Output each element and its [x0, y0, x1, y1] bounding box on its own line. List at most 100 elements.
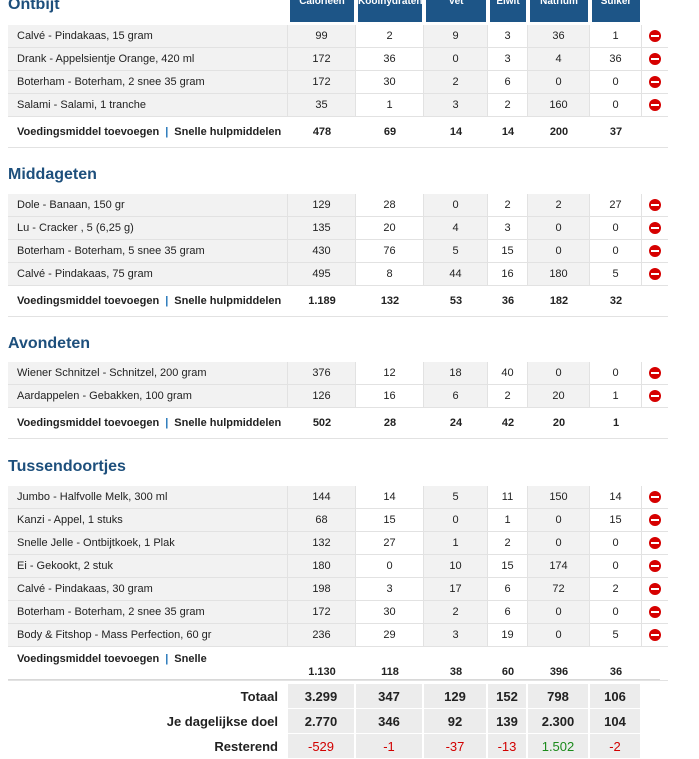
remove-circle-icon[interactable]	[649, 53, 661, 66]
remove-circle-icon[interactable]	[649, 30, 661, 43]
nutrient-value: 0	[528, 217, 590, 240]
delete-entry-button[interactable]	[642, 48, 668, 71]
section-total: 24	[424, 408, 488, 439]
empty-cell	[642, 709, 668, 734]
remove-circle-icon[interactable]	[649, 514, 661, 527]
nutrient-value: 2	[424, 601, 488, 624]
food-name[interactable]: Boterham - Boterham, 5 snee 35 gram	[8, 240, 288, 263]
food-name[interactable]: Calvé - Pindakaas, 30 gram	[8, 578, 288, 601]
quick-tools-link[interactable]: Snelle hulpmiddelen	[174, 295, 282, 307]
delete-entry-button[interactable]	[642, 624, 668, 647]
food-name[interactable]: Ei - Gekookt, 2 stuk	[8, 555, 288, 578]
food-name[interactable]: Wiener Schnitzel - Schnitzel, 200 gram	[8, 362, 288, 385]
remove-circle-icon[interactable]	[649, 629, 661, 642]
quick-tools-link[interactable]: Snelle hulpmiddelen	[174, 126, 282, 138]
add-food-link[interactable]: Voedingsmiddel toevoegen	[17, 126, 160, 138]
delete-entry-button[interactable]	[642, 578, 668, 601]
remove-circle-icon[interactable]	[649, 367, 661, 380]
delete-entry-button[interactable]	[642, 601, 668, 624]
add-food-link[interactable]: Voedingsmiddel toevoegen	[17, 417, 160, 429]
food-name[interactable]: Calvé - Pindakaas, 75 gram	[8, 263, 288, 286]
link-separator: |	[165, 653, 169, 665]
food-name[interactable]: Snelle Jelle - Ontbijtkoek, 1 Plak	[8, 532, 288, 555]
remove-circle-icon[interactable]	[649, 583, 661, 596]
nutrient-value: 0	[590, 217, 642, 240]
delete-entry-button[interactable]	[642, 240, 668, 263]
nutrient-value: 2	[488, 532, 528, 555]
food-name[interactable]: Boterham - Boterham, 2 snee 35 gram	[8, 71, 288, 94]
delete-entry-button[interactable]	[642, 362, 668, 385]
table-row: Boterham - Boterham, 2 snee 35 gram 172 30…	[8, 601, 668, 624]
nutrient-value: 36	[356, 48, 424, 71]
delete-entry-button[interactable]	[642, 532, 668, 555]
delete-entry-button[interactable]	[642, 509, 668, 532]
remove-circle-icon[interactable]	[649, 537, 661, 550]
nutrient-value: 172	[288, 71, 356, 94]
nutrient-value: 5	[590, 624, 642, 647]
delete-entry-button[interactable]	[642, 194, 668, 217]
food-name[interactable]: Salami - Salami, 1 tranche	[8, 94, 288, 117]
table-row: Snelle Jelle - Ontbijtkoek, 1 Plak 132 27 1…	[8, 532, 668, 555]
remove-circle-icon[interactable]	[649, 199, 661, 212]
food-name[interactable]: Boterham - Boterham, 2 snee 35 gram	[8, 601, 288, 624]
nutrient-value: 2	[488, 94, 528, 117]
remove-circle-icon[interactable]	[649, 390, 661, 403]
remove-circle-icon[interactable]	[649, 76, 661, 89]
add-food-link[interactable]: Voedingsmiddel toevoegen	[17, 653, 160, 665]
nutrient-value: 376	[288, 362, 356, 385]
nutrient-value: 76	[356, 240, 424, 263]
food-name[interactable]: Calvé - Pindakaas, 15 gram	[8, 25, 288, 48]
summary-value: 104	[590, 709, 642, 734]
remove-circle-icon[interactable]	[649, 606, 661, 619]
table-row: Boterham - Boterham, 2 snee 35 gram 172 30…	[8, 71, 668, 94]
empty-cell	[642, 647, 668, 681]
empty-cell	[642, 734, 668, 759]
delete-entry-button[interactable]	[642, 385, 668, 408]
food-name[interactable]: Aardappelen - Gebakken, 100 gram	[8, 385, 288, 408]
food-name[interactable]: Kanzi - Appel, 1 stuks	[8, 509, 288, 532]
food-name[interactable]: Dole - Banaan, 150 gr	[8, 194, 288, 217]
delete-entry-button[interactable]	[642, 71, 668, 94]
table-row: Aardappelen - Gebakken, 100 gram 126 16 6 2 2…	[8, 385, 668, 408]
nutrient-value: 129	[288, 194, 356, 217]
section-total: 38	[424, 647, 488, 681]
remove-circle-icon[interactable]	[649, 560, 661, 573]
empty-cell	[642, 286, 668, 317]
summary-value: 92	[424, 709, 488, 734]
remove-circle-icon[interactable]	[649, 268, 661, 281]
delete-entry-button[interactable]	[642, 263, 668, 286]
delete-entry-button[interactable]	[642, 25, 668, 48]
quick-tools-link[interactable]: Snelle	[174, 653, 207, 665]
column-header-4: Eiwit	[490, 0, 526, 22]
remove-circle-icon[interactable]	[649, 222, 661, 235]
summary-goal-row: Je dagelijkse doel 2.770 346 92 139 2.300 104	[8, 709, 668, 734]
food-name[interactable]: Lu - Cracker , 5 (6,25 g)	[8, 217, 288, 240]
delete-entry-button[interactable]	[642, 555, 668, 578]
nutrient-value: 44	[424, 263, 488, 286]
table-row: Lu - Cracker , 5 (6,25 g) 135 20 4 3 0 0	[8, 217, 668, 240]
nutrient-value: 36	[528, 25, 590, 48]
food-name[interactable]: Jumbo - Halfvolle Melk, 300 ml	[8, 486, 288, 509]
section-total: 182	[528, 286, 590, 317]
delete-entry-button[interactable]	[642, 486, 668, 509]
quick-tools-link[interactable]: Snelle hulpmiddelen	[174, 417, 282, 429]
nutrient-value: 1	[356, 94, 424, 117]
section-total: 69	[356, 117, 424, 148]
nutrient-value: 495	[288, 263, 356, 286]
food-name[interactable]: Body & Fitshop - Mass Perfection, 60 gr	[8, 624, 288, 647]
food-name[interactable]: Drank - Appelsientje Orange, 420 ml	[8, 48, 288, 71]
nutrient-value: 3	[488, 217, 528, 240]
summary-label: Totaal	[8, 684, 288, 709]
remove-circle-icon[interactable]	[649, 491, 661, 504]
column-header-2: Koolhydraten	[358, 0, 422, 22]
nutrient-value: 5	[424, 240, 488, 263]
add-food-link[interactable]: Voedingsmiddel toevoegen	[17, 295, 160, 307]
nutrient-value: 198	[288, 578, 356, 601]
delete-entry-button[interactable]	[642, 217, 668, 240]
summary-value: -1	[356, 734, 424, 759]
remove-circle-icon[interactable]	[649, 245, 661, 258]
delete-entry-button[interactable]	[642, 94, 668, 117]
nutrient-value: 68	[288, 509, 356, 532]
remove-circle-icon[interactable]	[649, 99, 661, 112]
nutrient-value: 11	[488, 486, 528, 509]
